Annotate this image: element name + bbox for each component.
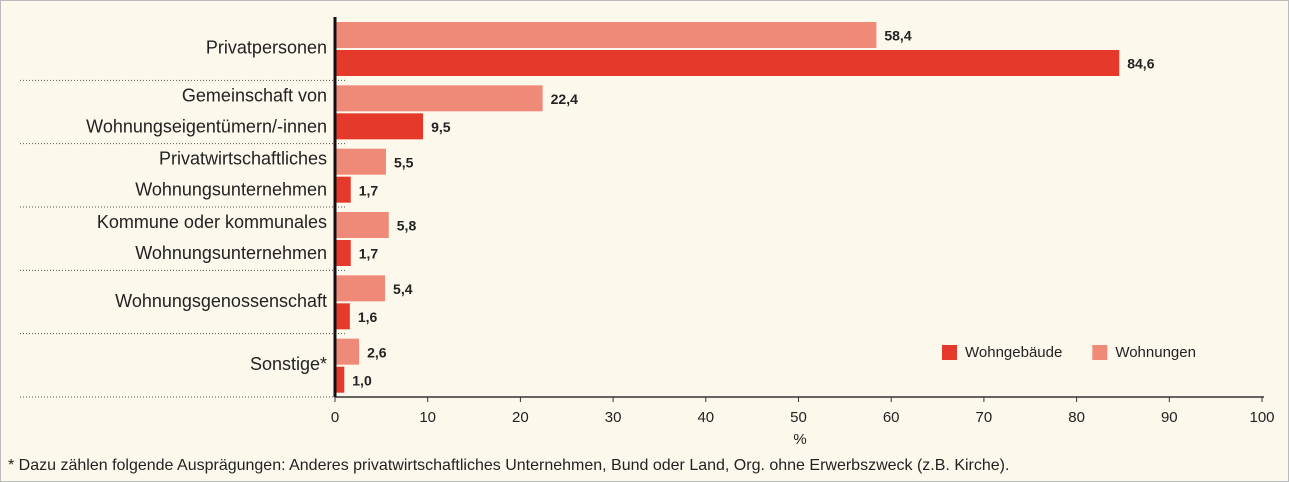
- legend-label: Wohngebäude: [965, 344, 1062, 361]
- bar: [335, 50, 1120, 76]
- y-tick-label: Wohnungsunternehmen: [135, 180, 327, 200]
- value-label: 1,7: [359, 182, 379, 198]
- value-label: 84,6: [1127, 56, 1154, 72]
- y-tick-label: Wohnungsunternehmen: [135, 243, 327, 263]
- bar: [335, 176, 351, 203]
- x-tick-label: 0: [331, 409, 339, 426]
- x-tick-label: 60: [883, 409, 900, 426]
- x-axis-label: %: [793, 431, 806, 448]
- legend-swatch: [1092, 345, 1108, 360]
- bar: [335, 22, 877, 48]
- x-tick-label: 10: [419, 409, 436, 426]
- y-tick-label: Privatwirtschaftliches: [159, 149, 327, 169]
- value-label: 1,0: [352, 372, 372, 388]
- value-label: 5,8: [397, 218, 417, 234]
- x-tick-label: 100: [1249, 409, 1274, 426]
- bar: [335, 148, 386, 175]
- y-tick-label: Kommune oder kommunales: [97, 212, 327, 232]
- value-label: 2,6: [367, 344, 387, 360]
- value-label: 5,5: [394, 154, 414, 170]
- legend-swatch: [942, 345, 957, 360]
- y-tick-label: Wohnungsgenossenschaft: [115, 291, 327, 311]
- x-tick-label: 90: [1161, 409, 1178, 426]
- bar: [335, 303, 350, 330]
- x-tick-label: 20: [512, 409, 529, 426]
- y-tick-label: Wohnungseigentümern/-innen: [86, 116, 327, 136]
- bar: [335, 85, 543, 112]
- x-tick-label: 50: [790, 409, 807, 426]
- bar: [335, 212, 389, 238]
- bar: [335, 113, 424, 140]
- y-tick-label: Privatpersonen: [206, 37, 327, 57]
- footnote: * Dazu zählen folgende Ausprägungen: And…: [8, 457, 1009, 474]
- x-tick-label: 80: [1068, 409, 1085, 426]
- value-label: 58,4: [884, 28, 911, 44]
- value-label: 22,4: [551, 91, 578, 107]
- x-tick-label: 70: [976, 409, 993, 426]
- value-label: 9,5: [431, 119, 451, 135]
- x-tick-label: 40: [697, 409, 714, 426]
- legend-label: Wohnungen: [1115, 344, 1196, 361]
- y-tick-label: Sonstige*: [250, 354, 327, 374]
- value-label: 1,6: [358, 309, 378, 325]
- x-tick-label: 30: [605, 409, 622, 426]
- bar: [335, 366, 345, 393]
- bar: [335, 240, 351, 266]
- value-label: 5,4: [393, 281, 413, 297]
- bar: [335, 338, 360, 365]
- bar: [335, 275, 386, 302]
- value-label: 1,7: [359, 246, 379, 262]
- y-tick-label: Gemeinschaft von: [182, 85, 327, 105]
